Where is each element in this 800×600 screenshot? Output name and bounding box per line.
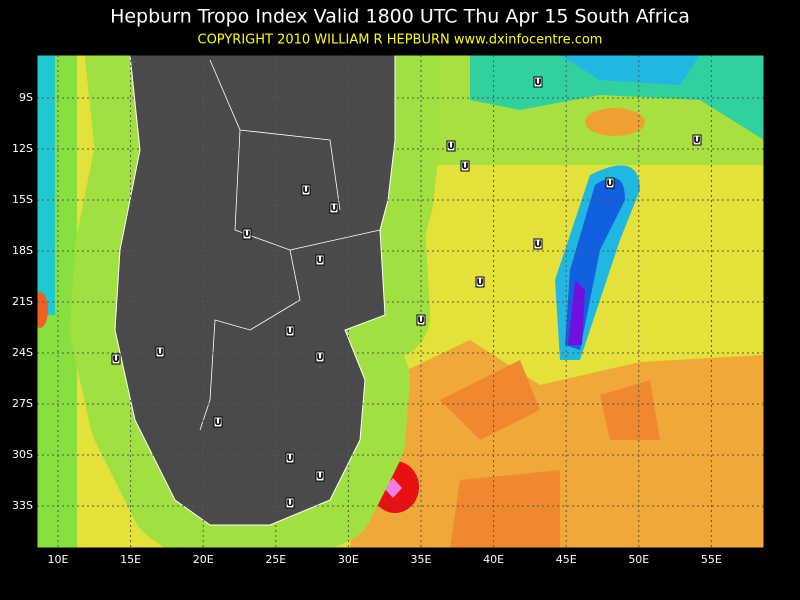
station-marker: U (316, 472, 323, 482)
longitude-label: 50E (628, 553, 649, 566)
longitude-label: 40E (483, 553, 504, 566)
station-marker: U (461, 162, 468, 172)
station-marker: U (316, 353, 323, 363)
longitude-label: 30E (338, 553, 359, 566)
marker-box (446, 140, 456, 152)
station-marker: U (286, 327, 293, 337)
longitude-label: 20E (193, 553, 214, 566)
station-marker: U (214, 418, 221, 428)
station-marker: U (316, 256, 323, 266)
marker-box (533, 76, 543, 88)
latitude-label: 30S (12, 448, 33, 461)
latitude-label: 33S (12, 499, 33, 512)
marker-box (155, 346, 165, 358)
marker-box (111, 353, 121, 365)
latitude-label: 27S (12, 397, 33, 410)
marker-box (285, 452, 295, 464)
station-marker: U (286, 454, 293, 464)
marker-box (416, 314, 426, 326)
station-marker: U (302, 186, 309, 196)
marker-box (285, 325, 295, 337)
station-marker: U (476, 278, 483, 288)
marker-box (242, 228, 252, 240)
station-marker: U (606, 179, 613, 189)
map (37, 55, 764, 548)
field-orange (350, 340, 764, 548)
station-marker: U (286, 499, 293, 509)
latitude-label: 9S (19, 91, 33, 104)
marker-box (605, 177, 615, 189)
station-marker: U (534, 78, 541, 88)
latitude-label: 21S (12, 295, 33, 308)
latitude-label: 18S (12, 244, 33, 257)
station-marker: U (330, 204, 337, 214)
marker-box (533, 238, 543, 250)
copyright: COPYRIGHT 2010 WILLIAM R HEPBURN www.dxi… (198, 33, 603, 48)
marker-box (692, 134, 702, 146)
station-marker: U (447, 142, 454, 152)
station-marker: U (693, 136, 700, 146)
marker-box (315, 254, 325, 266)
marker-box (213, 416, 223, 428)
field-cyan (560, 55, 700, 85)
marker-box (301, 184, 311, 196)
longitude-label: 15E (120, 553, 141, 566)
longitude-label: 10E (48, 553, 69, 566)
marker-box (285, 497, 295, 509)
field-teal (470, 55, 764, 140)
longitude-label: 35E (411, 553, 432, 566)
longitude-label: 55E (701, 553, 722, 566)
field-orange-deep (440, 360, 540, 440)
marker-box (475, 276, 485, 288)
field-orange-deep (450, 470, 560, 548)
madagascar-purple (568, 280, 585, 345)
station-marker: U (534, 240, 541, 250)
marker-box (329, 202, 339, 214)
field-orange-deep (37, 292, 48, 328)
land (114, 55, 396, 526)
longitude-label: 25E (265, 553, 286, 566)
title: Hepburn Tropo Index Valid 1800 UTC Thu A… (110, 6, 690, 28)
latitude-label: 24S (12, 346, 33, 359)
marker-box (460, 160, 470, 172)
latitude-label: 15S (12, 193, 33, 206)
longitude-label: 45E (556, 553, 577, 566)
marker-box (315, 470, 325, 482)
station-marker: U (243, 230, 250, 240)
field-cyan (37, 55, 55, 315)
field-orange (585, 108, 645, 136)
station-marker: U (417, 316, 424, 326)
map-frame (36, 54, 765, 549)
station-marker: U (112, 355, 119, 365)
field-orange-deep (600, 380, 660, 440)
marker-box (315, 351, 325, 363)
borders (199, 59, 381, 431)
latitude-label: 12S (12, 142, 33, 155)
station-marker: U (156, 348, 163, 358)
